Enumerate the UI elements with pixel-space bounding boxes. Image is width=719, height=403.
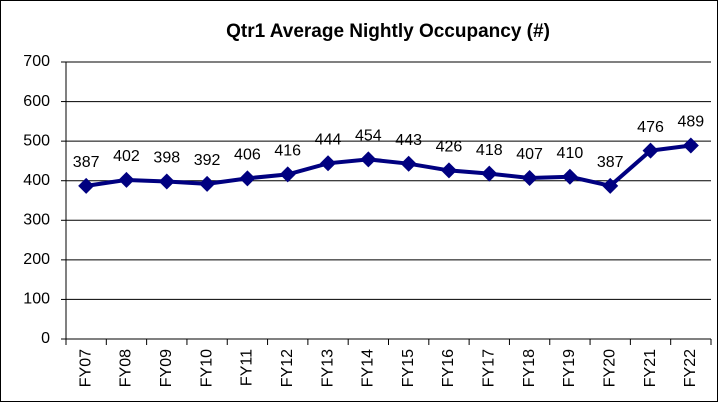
x-tick-label: FY08 bbox=[118, 349, 135, 387]
data-marker bbox=[320, 155, 337, 172]
x-tick-label: FY20 bbox=[601, 349, 618, 387]
y-tick-label: 0 bbox=[41, 330, 50, 347]
x-tick-label: FY18 bbox=[521, 349, 538, 387]
data-marker bbox=[440, 162, 457, 179]
data-marker bbox=[239, 170, 256, 187]
data-label: 443 bbox=[395, 132, 422, 149]
data-line bbox=[85, 143, 692, 189]
x-tick-label: FY09 bbox=[158, 349, 175, 387]
data-marker bbox=[642, 142, 659, 159]
data-label: 454 bbox=[355, 128, 382, 145]
chart-title: Qtr1 Average Nightly Occupancy (#) bbox=[226, 21, 550, 42]
data-label: 406 bbox=[234, 147, 261, 164]
data-marker bbox=[118, 171, 135, 188]
data-marker bbox=[400, 155, 417, 172]
data-label: 444 bbox=[315, 132, 342, 149]
data-marker bbox=[561, 168, 578, 185]
x-tick-label: FY19 bbox=[561, 349, 578, 387]
y-tick-label: 700 bbox=[23, 53, 50, 70]
data-label: 387 bbox=[73, 154, 100, 171]
data-label: 402 bbox=[113, 148, 140, 165]
data-marker bbox=[682, 137, 699, 154]
data-label: 392 bbox=[194, 152, 221, 169]
data-marker bbox=[279, 166, 296, 183]
y-tick-label: 100 bbox=[23, 291, 50, 308]
y-tick-label: 400 bbox=[23, 172, 50, 189]
x-tick-label: FY22 bbox=[682, 349, 699, 387]
x-tick-label: FY13 bbox=[319, 349, 336, 387]
x-tick-label: FY12 bbox=[279, 349, 296, 387]
data-label: 387 bbox=[597, 154, 624, 171]
data-label: 418 bbox=[476, 142, 503, 159]
y-tick-label: 600 bbox=[23, 93, 50, 110]
data-label: 426 bbox=[436, 139, 463, 156]
x-tick-label: FY11 bbox=[239, 349, 256, 386]
data-marker bbox=[481, 165, 498, 182]
y-tick-label: 300 bbox=[23, 212, 50, 229]
data-label: 410 bbox=[557, 145, 584, 162]
data-marker bbox=[602, 177, 619, 194]
y-tick-label: 200 bbox=[23, 251, 50, 268]
data-marker bbox=[199, 175, 216, 192]
data-marker bbox=[360, 151, 377, 168]
data-marker bbox=[158, 173, 175, 190]
data-label: 476 bbox=[637, 119, 664, 136]
x-tick-label: FY17 bbox=[481, 349, 498, 387]
data-label: 489 bbox=[677, 114, 704, 131]
data-marker bbox=[78, 177, 95, 194]
data-label: 416 bbox=[274, 143, 301, 160]
x-tick-label: FY16 bbox=[440, 349, 457, 387]
x-tick-label: FY21 bbox=[642, 349, 659, 387]
x-tick-label: FY07 bbox=[77, 349, 94, 387]
y-tick-label: 500 bbox=[23, 132, 50, 149]
data-marker bbox=[521, 169, 538, 186]
x-tick-label: FY10 bbox=[198, 349, 215, 387]
data-label: 407 bbox=[516, 146, 543, 163]
data-label: 398 bbox=[153, 150, 180, 167]
x-tick-label: FY14 bbox=[360, 349, 377, 387]
x-tick-label: FY15 bbox=[400, 349, 417, 387]
